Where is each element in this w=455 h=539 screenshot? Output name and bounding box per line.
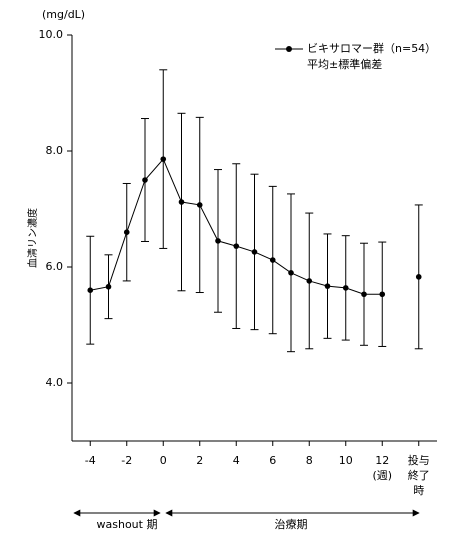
point: [379, 291, 386, 298]
legend-label: ビキサロマー群（n=54）: [307, 41, 436, 55]
x-tick-label: 8: [306, 454, 313, 467]
x-tick-label: 10: [339, 454, 353, 467]
x-tick-label: -2: [121, 454, 132, 467]
x-tick-label: 0: [160, 454, 167, 467]
point: [160, 156, 167, 162]
point: [361, 291, 367, 298]
x-tick-label: 6: [269, 454, 276, 467]
point: [142, 177, 148, 183]
point: [215, 238, 221, 244]
legend-marker: [286, 46, 292, 52]
legend-note: 平均±標準偏差: [307, 57, 382, 71]
x-tick-label: 2: [196, 454, 203, 467]
y-tick-label: 10.0: [39, 28, 64, 41]
point: [269, 257, 276, 263]
y-tick-label: 4.0: [46, 376, 64, 389]
point: [105, 283, 112, 290]
y-axis-label: 血清リン濃度: [26, 208, 39, 268]
point: [324, 283, 331, 289]
point: [306, 278, 313, 284]
point: [288, 270, 294, 276]
point: [196, 202, 203, 208]
x-tick-label: -4: [85, 454, 96, 467]
point: [178, 199, 185, 205]
point: [87, 287, 94, 294]
point: [251, 249, 258, 255]
x-tick-label: 投与終了時: [408, 453, 430, 497]
y-tick-label: 8.0: [46, 144, 64, 157]
annotation: 治療期: [275, 517, 308, 531]
y-unit: (mg/dL): [42, 8, 85, 21]
x-tick-label: 4: [233, 454, 240, 467]
point: [342, 285, 349, 291]
point: [415, 274, 422, 280]
x-tick-label: 12 (週): [372, 454, 392, 482]
y-tick-label: 6.0: [46, 260, 64, 273]
point: [233, 243, 240, 249]
point: [123, 229, 130, 235]
annotation: washout 期: [97, 518, 158, 531]
